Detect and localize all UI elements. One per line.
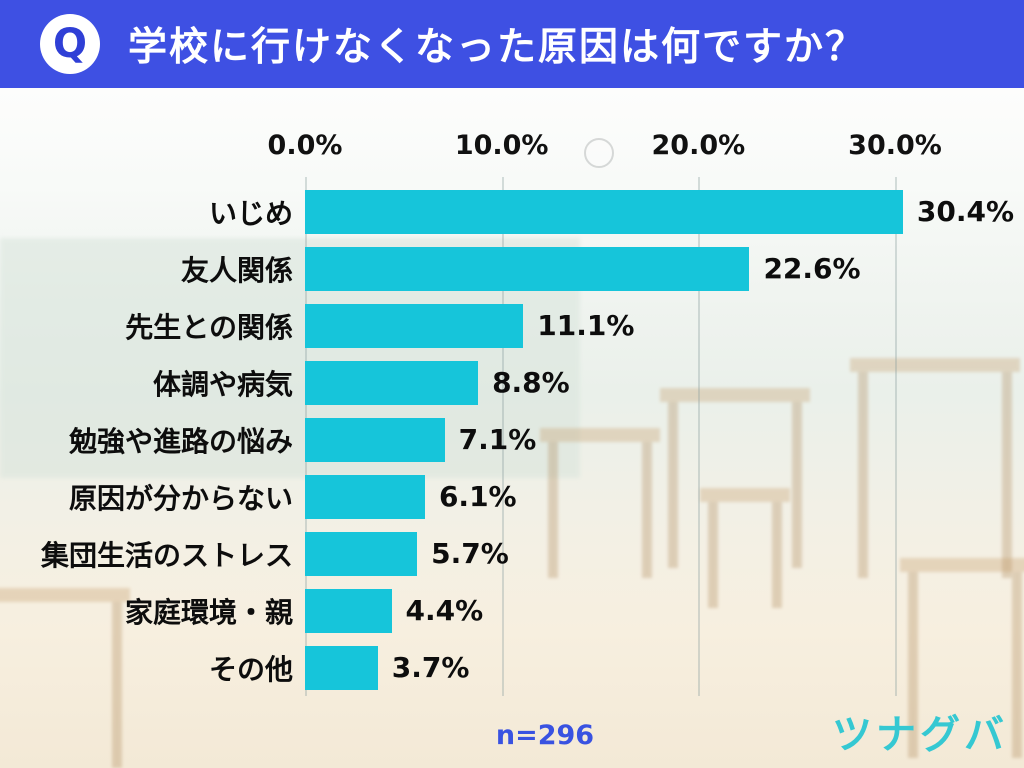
x-tick-label: 20.0%	[651, 130, 746, 161]
bar-chart: 0.0% 10.0% 20.0% 30.0% いじめ 30.4% 友人関係 22.6%…	[0, 112, 1024, 696]
bar-category-label: いじめ	[208, 196, 293, 230]
bar-row: その他 3.7%	[0, 639, 1024, 696]
gridline	[698, 177, 701, 696]
bar-value-label: 30.4%	[916, 195, 1014, 228]
bar-row: 先生との関係 11.1%	[0, 297, 1024, 354]
bar-track: 7.1%	[305, 417, 1024, 462]
header: Q 学校に行けなくなった原因は何ですか？	[0, 0, 1024, 88]
bar-track: 4.4%	[305, 588, 1024, 633]
bar-track: 30.4%	[305, 189, 1024, 234]
bar-category-label: 家庭環境・親	[124, 595, 293, 629]
q-icon-letter: Q	[52, 21, 87, 67]
bar	[305, 360, 479, 405]
bar-row: 勉強や進路の悩み 7.1%	[0, 411, 1024, 468]
bar-category-label: 先生との関係	[125, 310, 293, 344]
bar-category-label: 友人関係	[180, 253, 293, 287]
bar-row: 原因が分からない 6.1%	[0, 468, 1024, 525]
bar	[305, 417, 445, 462]
bar	[305, 189, 903, 234]
tsunaguba-logo: ツナグバ	[832, 712, 1008, 758]
bar-rows: いじめ 30.4% 友人関係 22.6% 先生との関係 11.1% 体調や病気 …	[0, 177, 1024, 696]
x-tick-label: 10.0%	[454, 130, 549, 161]
x-axis-ticks: 0.0% 10.0% 20.0% 30.0%	[0, 112, 1024, 183]
question-q-icon: Q	[40, 14, 100, 74]
bar	[305, 645, 378, 690]
bar-row: 体調や病気 8.8%	[0, 354, 1024, 411]
bar-value-label: 8.8%	[492, 366, 570, 399]
bar-track: 5.7%	[305, 531, 1024, 576]
bar	[305, 246, 750, 291]
bar-track: 22.6%	[305, 246, 1024, 291]
bar-row: 友人関係 22.6%	[0, 240, 1024, 297]
bar-track: 11.1%	[305, 303, 1024, 348]
bar-category-label: 勉強や進路の悩み	[68, 424, 293, 458]
bar-category-label: その他	[208, 652, 293, 686]
bar-row: 家庭環境・親 4.4%	[0, 582, 1024, 639]
bar-value-label: 7.1%	[458, 423, 537, 456]
bar	[305, 474, 425, 519]
bar-value-label: 6.1%	[438, 480, 517, 513]
page-title: 学校に行けなくなった原因は何ですか？	[128, 25, 867, 70]
x-tick-label: 30.0%	[848, 130, 942, 161]
bar	[305, 303, 524, 348]
bar	[305, 588, 392, 633]
bar-row: 集団生活のストレス 5.7%	[0, 525, 1024, 582]
bar-value-label: 4.4%	[405, 594, 484, 627]
bar	[305, 531, 418, 576]
gridline	[895, 177, 897, 696]
bar-value-label: 3.7%	[391, 651, 470, 684]
bar-track: 6.1%	[305, 474, 1024, 519]
x-tick-label: 0.0%	[267, 130, 343, 161]
bar-value-label: 5.7%	[431, 537, 509, 570]
bar-value-label: 22.6%	[763, 252, 861, 285]
bar-category-label: 集団生活のストレス	[40, 538, 293, 572]
bar-track: 3.7%	[305, 645, 1024, 690]
bar-track: 8.8%	[305, 360, 1024, 405]
bar-category-label: 体調や病気	[152, 367, 293, 401]
bar-value-label: 11.1%	[537, 309, 635, 342]
bar-category-label: 原因が分からない	[68, 481, 293, 515]
bar-row: いじめ 30.4%	[0, 183, 1024, 240]
sample-size-label: n=296	[495, 720, 595, 751]
